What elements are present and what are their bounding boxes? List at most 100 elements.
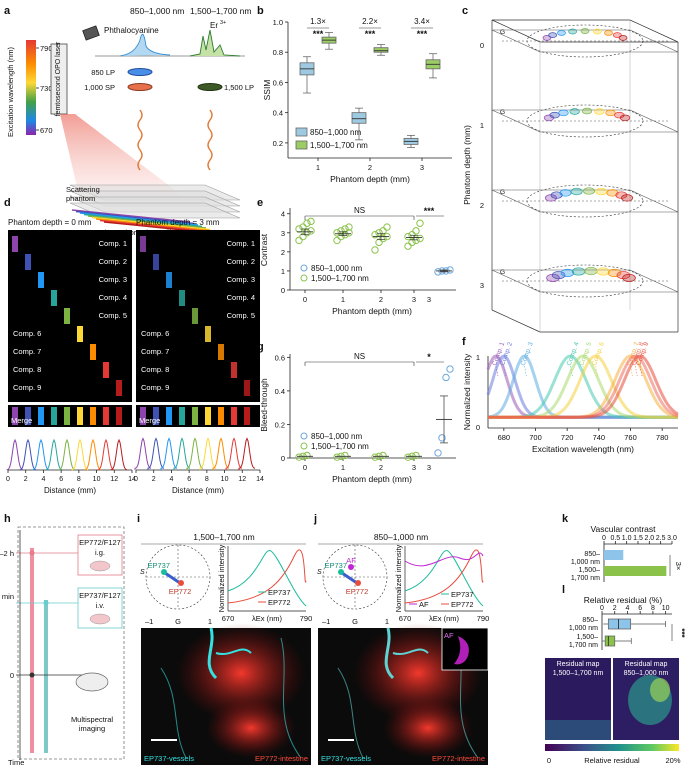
f-x-tick-label: 1 — [341, 295, 345, 304]
j-spec-xtick: 670 — [399, 614, 412, 623]
c-cluster-8 — [616, 271, 631, 280]
g-data-point — [412, 451, 420, 460]
f-data-point — [416, 219, 424, 227]
e-capillary-1 — [12, 236, 18, 252]
j-s-label: S — [317, 569, 322, 576]
f-y-tick-label: 4 — [281, 210, 285, 219]
capillary-5 — [87, 215, 207, 229]
l-x-tick-label: 0 — [600, 605, 604, 612]
i-vessels-label: EP737-vessels — [144, 754, 194, 763]
d-y-tick-label: 1 — [476, 353, 480, 362]
c-cluster-3 — [557, 30, 566, 36]
h-ep737-label: EP737/F127 — [79, 591, 121, 600]
b-x-tick-label: 3 — [420, 163, 424, 172]
e-x-tick-label: 12 — [110, 476, 118, 483]
e-merge-capillary — [140, 407, 146, 425]
l-x-tick-label: 10 — [662, 605, 670, 612]
l-x-tick-label: 2 — [613, 605, 617, 612]
excitation-tick: 730 — [40, 84, 53, 93]
f-data-point — [333, 236, 341, 245]
e-capillary-5 — [192, 308, 198, 324]
b-legend-label-1: 850–1,000 nm — [310, 128, 361, 137]
detector-range-2: 1,500–1,700 nm — [190, 6, 251, 16]
e-merge-capillary — [12, 407, 18, 425]
j-legend-label: AF — [419, 600, 429, 609]
i-legend-label: EP737 — [268, 588, 291, 597]
j-af-inset-signal — [454, 636, 469, 665]
c-cluster-7 — [606, 189, 619, 197]
f-y-tick-label: 2 — [281, 248, 285, 257]
l-cbar-title: Relative residual — [584, 756, 640, 765]
e-merge-label: Merge — [11, 416, 32, 425]
c-cluster-5 — [580, 28, 590, 34]
g-data-point — [434, 449, 442, 457]
j-ep772-label: EP772 — [346, 587, 369, 596]
l-cat-label: 1,000 nm — [569, 625, 598, 632]
e-x-tick-label: 4 — [169, 476, 173, 483]
l-residual-map-left-lower — [545, 720, 611, 740]
h-ep737-route: i.v. — [95, 601, 104, 610]
g-y-tick-label: 0 — [281, 454, 285, 463]
b-significance: *** — [313, 29, 324, 39]
j-spec-xtick: 790 — [477, 614, 490, 623]
l-map-label-right: Residual map — [625, 661, 668, 668]
c-cluster-3 — [558, 109, 569, 117]
e-x-tick-label: 14 — [256, 476, 264, 483]
panel-letter-b: b — [257, 5, 264, 17]
c-cluster-3 — [560, 268, 575, 277]
e-x-tick-label: 4 — [41, 476, 45, 483]
j-one: 1 — [385, 617, 389, 626]
e-xlabel: Distance (mm) — [172, 486, 224, 495]
h-frame — [17, 526, 125, 760]
b-legend-swatch-2 — [295, 140, 308, 150]
f-data-point — [299, 232, 307, 241]
k-bar-1 — [604, 550, 624, 560]
e-profile-peak — [134, 437, 152, 470]
j-vessels-label: EP737-vessels — [321, 754, 371, 763]
e-profile-peak — [84, 438, 102, 471]
g-x-tick-label: 2 — [379, 463, 383, 472]
c-cluster-6 — [593, 28, 602, 35]
f-data-point — [404, 232, 412, 241]
e-capillary-8 — [231, 362, 237, 378]
e-merge-capillary — [179, 407, 185, 425]
f-data-point — [371, 246, 379, 254]
c-frame — [491, 309, 541, 333]
f-data-point — [375, 238, 383, 247]
h-ep772-label: EP772/F127 — [79, 538, 121, 547]
l-box-1 — [607, 618, 632, 630]
i-title: 1,500–1,700 nm — [193, 532, 254, 542]
f-legend-label-2: 1,500–1,700 nm — [311, 274, 369, 283]
laser-head — [82, 25, 100, 41]
capillary-4 — [83, 213, 203, 228]
f-legend-marker-2 — [300, 274, 308, 282]
f-legend-label-1: 850–1,000 nm — [311, 264, 362, 273]
g-y-tick-label: 0.2 — [275, 420, 285, 429]
e-comp-label: Comp. 5 — [227, 311, 255, 320]
b-legend-swatch-1 — [295, 127, 308, 137]
e-profile-peak — [238, 437, 256, 470]
f-data-point — [375, 229, 383, 237]
e-profile-peak — [199, 437, 217, 470]
e-merge-capillary — [116, 407, 122, 425]
filter-1500lp — [197, 83, 223, 91]
l-significance: *** — [677, 628, 685, 638]
f-data-point — [307, 227, 315, 235]
f-x-tick-label-combined: 3 — [427, 295, 431, 304]
g-data-point — [303, 451, 311, 460]
d-x-tick-label: 760 — [624, 433, 637, 442]
e-capillary-4 — [51, 290, 57, 306]
panel-letter-h: h — [4, 513, 11, 525]
i-intestine-signal — [206, 698, 296, 758]
f-data-point — [379, 234, 387, 243]
f-data-point — [416, 234, 424, 243]
e-profile-peak — [147, 437, 165, 470]
j-spec-xlabel: λEx (nm) — [429, 614, 460, 623]
b-x-tick-label: 1 — [316, 163, 320, 172]
e-profile-peak — [186, 437, 204, 470]
e-comp-label: Comp. 6 — [141, 329, 169, 338]
f-y-tick-label: 0 — [281, 286, 285, 295]
e-profile-peak — [225, 437, 243, 470]
f-data-point — [333, 229, 341, 237]
